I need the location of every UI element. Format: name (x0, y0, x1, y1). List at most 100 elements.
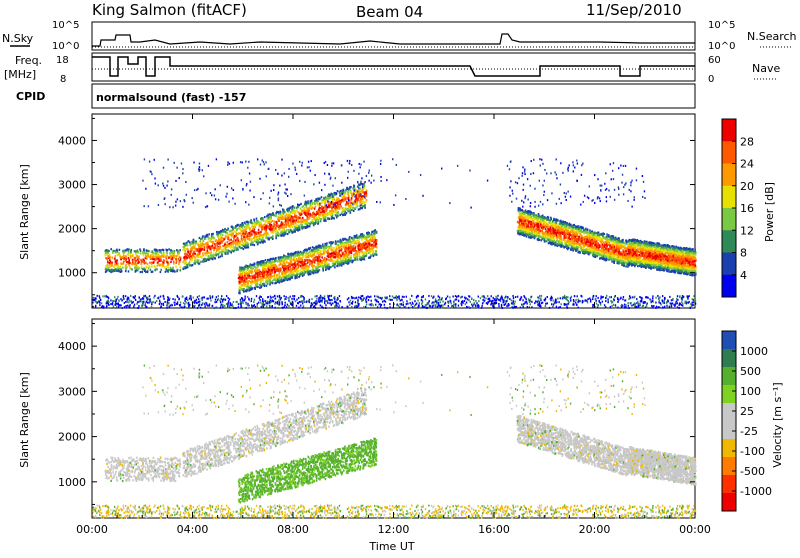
data-point (306, 249, 308, 251)
data-point (129, 266, 131, 268)
data-point (158, 249, 160, 251)
data-point (348, 259, 350, 261)
data-point (166, 249, 168, 251)
data-point (145, 255, 147, 257)
data-point (526, 235, 528, 237)
data-point (286, 265, 288, 267)
data-point (350, 257, 352, 259)
data-point (333, 210, 335, 212)
data-point (168, 257, 170, 259)
data-point (224, 230, 226, 232)
data-point (250, 275, 252, 277)
data-point (260, 272, 262, 274)
data-point (189, 255, 191, 257)
data-point (321, 206, 323, 208)
data-point (306, 207, 308, 209)
data-point (137, 268, 139, 270)
data-point (289, 266, 291, 268)
data-point (286, 256, 288, 258)
data-point (218, 231, 220, 233)
nave-tick-top: 60 (708, 55, 721, 66)
data-point (237, 233, 239, 235)
data-point (348, 197, 350, 199)
data-point (239, 225, 241, 227)
data-point (119, 265, 121, 267)
data-point (368, 249, 370, 251)
data-point (188, 250, 190, 252)
data-point (327, 214, 329, 216)
data-point (308, 222, 310, 224)
data-point (283, 218, 285, 220)
data-point (166, 265, 168, 267)
data-point (343, 238, 345, 240)
data-point (254, 219, 256, 221)
data-point (254, 244, 256, 246)
data-point (360, 207, 362, 209)
data-point (128, 259, 130, 261)
data-point (270, 276, 272, 278)
data-point (239, 281, 241, 283)
data-point (324, 201, 326, 203)
data-point (321, 199, 323, 201)
data-point (363, 205, 365, 207)
data-point (249, 228, 251, 230)
data-point (154, 269, 156, 271)
data-point (134, 250, 136, 252)
data-point (152, 256, 154, 258)
data-point (173, 257, 175, 259)
data-point (267, 278, 269, 280)
data-point (231, 243, 233, 245)
data-point (292, 226, 294, 228)
data-point (228, 250, 230, 252)
data-point (332, 262, 334, 264)
data-point (151, 251, 153, 253)
data-point (254, 224, 256, 226)
data-point (336, 197, 338, 199)
data-point (339, 192, 341, 194)
data-point (273, 228, 275, 230)
data-point (160, 263, 162, 265)
data-point (373, 232, 375, 234)
data-point (350, 186, 352, 188)
data-point (211, 258, 213, 260)
data-point (257, 278, 259, 280)
data-point (308, 207, 310, 209)
data-point (313, 270, 315, 272)
data-point (117, 251, 119, 253)
data-point (277, 225, 279, 227)
data-point (185, 261, 187, 263)
data-point (334, 194, 336, 196)
data-point (146, 265, 148, 267)
data-point (340, 261, 342, 263)
data-point (291, 271, 293, 273)
data-point (177, 269, 179, 271)
data-point (305, 227, 307, 229)
data-point (269, 219, 271, 221)
data-point (115, 268, 117, 270)
data-point (118, 270, 120, 272)
data-point (128, 257, 130, 259)
data-point (140, 252, 142, 254)
data-point (212, 245, 214, 247)
data-point (266, 227, 268, 229)
data-point (335, 243, 337, 245)
data-point (359, 188, 361, 190)
data-point (300, 269, 302, 271)
data-point (206, 246, 208, 248)
data-point (172, 267, 174, 269)
data-point (211, 233, 213, 235)
data-point (344, 191, 346, 193)
data-point (556, 240, 558, 242)
data-point (312, 252, 314, 254)
data-point (127, 254, 129, 256)
data-point (278, 217, 280, 219)
data-point (298, 259, 300, 261)
cpid-text: normalsound (fast) -157 (96, 91, 246, 104)
data-point (358, 240, 360, 242)
data-point (179, 261, 181, 263)
data-point (138, 261, 140, 263)
data-point (195, 258, 197, 260)
data-point (164, 266, 166, 268)
data-point (288, 225, 290, 227)
data-point (365, 201, 367, 203)
